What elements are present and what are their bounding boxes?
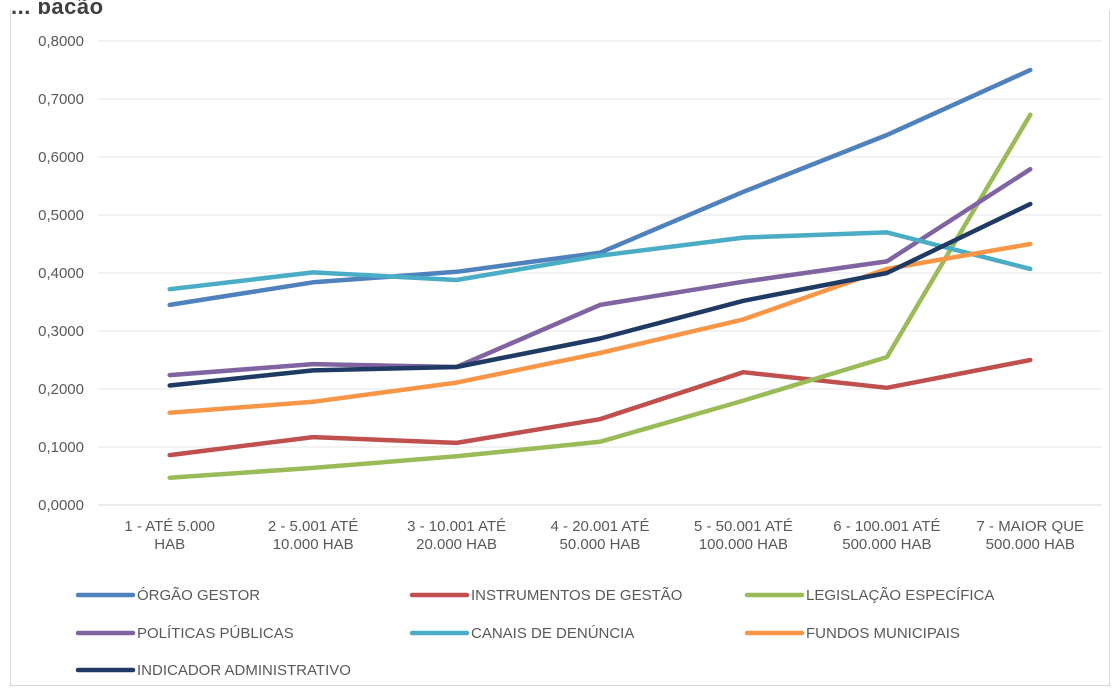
legend-label: POLÍTICAS PÚBLICAS bbox=[137, 625, 294, 642]
legend-label: FUNDOS MUNICIPAIS bbox=[806, 625, 960, 642]
series-line bbox=[167, 357, 1033, 458]
y-tick-label: 0,8000 bbox=[38, 33, 84, 50]
y-tick-label: 0,0000 bbox=[38, 497, 84, 514]
series-line bbox=[167, 67, 1033, 308]
x-tick-label: 4 - 20.001 ATÉ 50.000 HAB bbox=[551, 518, 650, 553]
series-line bbox=[167, 112, 1033, 480]
series-line bbox=[167, 166, 1033, 378]
x-tick-label: 7 - MAIOR QUE 500.000 HAB bbox=[977, 518, 1085, 553]
legend-label: LEGISLAÇÃO ESPECÍFICA bbox=[806, 587, 994, 604]
legend-label: CANAIS DE DENÚNCIA bbox=[471, 625, 634, 642]
x-axis-ticks: 1 - ATÉ 5.000 HAB 2 - 5.001 ATÉ 10.000 HAB 3… bbox=[124, 518, 1084, 553]
y-tick-label: 0,6000 bbox=[38, 149, 84, 166]
legend: ÓRGÃO GESTOR INSTRUMENTOS DE GESTÃO LEGISL… bbox=[75, 587, 994, 679]
x-tick-label: 2 - 5.001 ATÉ 10.000 HAB bbox=[268, 518, 359, 553]
x-tick-label: 6 - 100.001 ATÉ 500.000 HAB bbox=[833, 518, 940, 553]
legend-item: INDICADOR ADMINISTRATIVO bbox=[75, 662, 351, 679]
series-lines bbox=[167, 67, 1033, 480]
legend-item: POLÍTICAS PÚBLICAS bbox=[75, 625, 294, 642]
series-line bbox=[167, 230, 1033, 292]
legend-item: ÓRGÃO GESTOR bbox=[75, 587, 260, 604]
legend-item: INSTRUMENTOS DE GESTÃO bbox=[409, 587, 682, 604]
series-line bbox=[167, 241, 1033, 416]
x-tick-label: 1 - ATÉ 5.000 HAB bbox=[124, 518, 215, 553]
y-tick-label: 0,3000 bbox=[38, 323, 84, 340]
y-axis-ticks: 0,0000 0,1000 0,2000 0,3000 0,4000 0,5000 0,60… bbox=[38, 33, 84, 514]
y-tick-label: 0,7000 bbox=[38, 91, 84, 108]
series-line bbox=[167, 201, 1033, 388]
legend-item: LEGISLAÇÃO ESPECÍFICA bbox=[744, 587, 994, 604]
y-tick-label: 0,1000 bbox=[38, 439, 84, 456]
chart-title-fragment: ... pação bbox=[11, 0, 104, 14]
y-tick-label: 0,5000 bbox=[38, 207, 84, 224]
y-tick-label: 0,2000 bbox=[38, 381, 84, 398]
y-tick-label: 0,4000 bbox=[38, 265, 84, 282]
legend-label: INDICADOR ADMINISTRATIVO bbox=[137, 662, 351, 679]
gridlines bbox=[98, 40, 1102, 448]
legend-label: INSTRUMENTOS DE GESTÃO bbox=[471, 587, 682, 604]
legend-item: CANAIS DE DENÚNCIA bbox=[409, 625, 634, 642]
legend-item: FUNDOS MUNICIPAIS bbox=[744, 625, 960, 642]
legend-label: ÓRGÃO GESTOR bbox=[137, 587, 260, 604]
x-tick-label: 3 - 10.001 ATÉ 20.000 HAB bbox=[407, 518, 506, 553]
x-tick-label: 5 - 50.001 ATÉ 100.000 HAB bbox=[694, 518, 793, 553]
